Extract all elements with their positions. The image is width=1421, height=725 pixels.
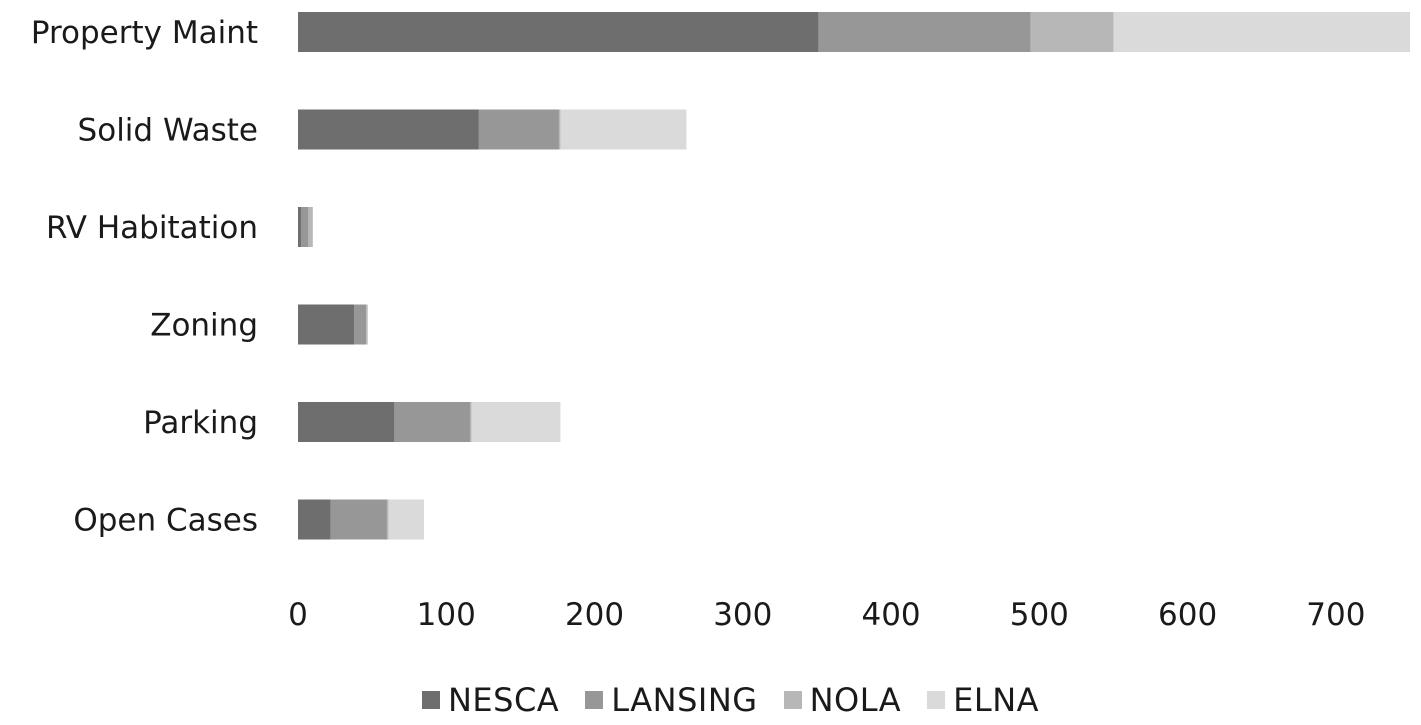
bar-parking-lansing xyxy=(394,402,470,442)
bar-property-maint-lansing xyxy=(818,12,1031,52)
x-tick-label-200: 200 xyxy=(565,597,624,633)
bar-solid-waste-elna xyxy=(560,109,687,150)
legend-swatch-nesca xyxy=(421,691,440,709)
bar-property-maint-nola xyxy=(1030,12,1114,52)
legend-label-nesca: NESCA xyxy=(447,681,560,719)
legend: NESCA LANSING NOLA ELNA xyxy=(0,676,1421,724)
bar-rv-habitation-lansing xyxy=(300,207,309,247)
legend-swatch-lansing xyxy=(585,691,604,709)
x-tick-label-600: 600 xyxy=(1158,597,1217,633)
bar-solid-waste-lansing xyxy=(478,109,559,150)
legend-swatch-nola xyxy=(783,691,802,709)
bar-property-maint-nesca xyxy=(298,12,819,52)
x-tick-label-500: 500 xyxy=(1010,597,1069,633)
bar-parking-nesca xyxy=(298,402,395,442)
bar-open-cases-lansing xyxy=(330,499,387,540)
legend-item-nola: NOLA xyxy=(783,681,902,719)
legend-label-elna: ELNA xyxy=(953,681,1040,719)
bar-open-cases-elna xyxy=(388,499,425,540)
bar-property-maint-elna xyxy=(1113,12,1410,52)
legend-label-lansing: LANSING xyxy=(611,681,758,719)
category-label-zoning: Zoning xyxy=(150,308,258,344)
bars-group xyxy=(298,12,1410,540)
x-tick-label-100: 100 xyxy=(417,597,476,633)
category-label-property-maint: Property Maint xyxy=(31,15,258,51)
bar-rv-habitation-nesca xyxy=(298,207,301,247)
legend-item-nesca: NESCA xyxy=(421,681,560,719)
bar-solid-waste-nola xyxy=(558,109,561,150)
legend-item-elna: ELNA xyxy=(927,681,1039,719)
bar-solid-waste-nesca xyxy=(298,109,479,150)
bar-zoning-nesca xyxy=(298,304,355,345)
bar-parking-elna xyxy=(471,402,561,442)
x-tick-label-400: 400 xyxy=(861,597,920,633)
category-label-rv-habitation: RV Habitation xyxy=(46,210,258,246)
category-label-parking: Parking xyxy=(143,405,258,441)
x-tick-label-0: 0 xyxy=(288,597,308,633)
bar-open-cases-nesca xyxy=(298,499,331,540)
category-label-open-cases: Open Cases xyxy=(73,503,258,539)
x-tick-label-300: 300 xyxy=(713,597,772,633)
bar-zoning-nola xyxy=(366,304,368,345)
bar-open-cases-nola xyxy=(386,499,389,540)
bar-zoning-lansing xyxy=(354,304,367,345)
category-label-solid-waste: Solid Waste xyxy=(78,113,258,149)
bar-chart: Property Maint Solid Waste RV Habitation Zo… xyxy=(31,12,1410,633)
legend-label-nola: NOLA xyxy=(809,681,902,719)
legend-swatch-elna xyxy=(927,691,946,709)
bar-rv-habitation-nola xyxy=(308,207,313,247)
category-labels: Property Maint Solid Waste RV Habitation Zo… xyxy=(31,15,258,539)
x-tick-label-700: 700 xyxy=(1306,597,1365,633)
x-axis-tick-labels: 0 100 200 300 400 500 600 700 xyxy=(288,597,1365,633)
legend-item-lansing: LANSING xyxy=(585,681,757,719)
bar-parking-nola xyxy=(469,402,472,442)
